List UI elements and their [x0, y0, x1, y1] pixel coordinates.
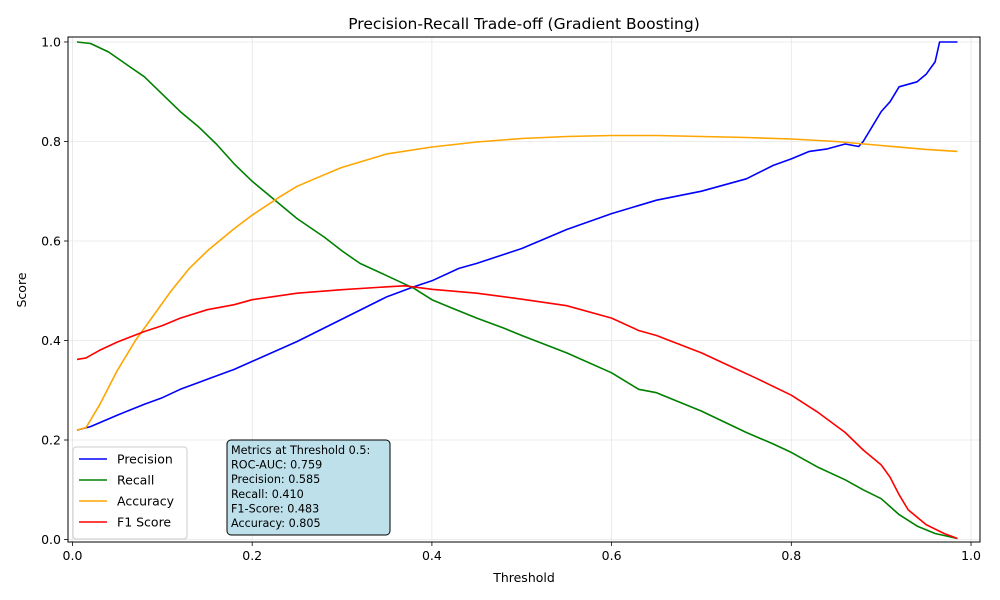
x-tick-label: 1.0: [961, 548, 981, 563]
series-lines: [76, 41, 958, 540]
f1-score-line: [76, 285, 958, 540]
metrics-box-line: F1-Score: 0.483: [231, 502, 319, 515]
legend-frame: [72, 446, 188, 540]
metrics-box-line: ROC-AUC: 0.759: [231, 459, 322, 472]
precision-line: [76, 41, 958, 431]
x-tick-label: 0.4: [422, 548, 442, 563]
y-axis-label: Score: [14, 272, 29, 307]
chart-title: Precision-Recall Trade-off (Gradient Boo…: [348, 15, 700, 33]
legend-label-f1-score: F1 Score: [117, 515, 171, 530]
x-tick-label: 0.0: [63, 548, 83, 563]
legend: Precision Recall Accuracy F1 Score: [72, 446, 188, 540]
metrics-box-line: Precision: 0.585: [231, 473, 320, 486]
metrics-annotation-box: Metrics at Threshold 0.5: ROC-AUC: 0.759P…: [226, 439, 391, 536]
metrics-box-line: Recall: 0.410: [231, 488, 304, 501]
grid-lines: [68, 37, 980, 542]
y-axis-ticks: 0.0 0.2 0.4 0.6 0.8 1.0: [41, 34, 68, 547]
y-tick-label: 1.0: [41, 34, 61, 49]
y-tick-label: 0.2: [41, 433, 61, 448]
y-tick-label: 0.8: [41, 134, 61, 149]
metrics-box-line: Accuracy: 0.805: [231, 517, 321, 530]
x-tick-label: 0.2: [242, 548, 262, 563]
x-axis-label: Threshold: [492, 570, 555, 585]
recall-line: [76, 41, 958, 540]
plot-area-frame: [67, 36, 981, 543]
y-tick-label: 0.4: [41, 333, 61, 348]
metrics-box-frame: [226, 439, 391, 536]
accuracy-line: [76, 134, 958, 431]
metrics-box-line: Metrics at Threshold 0.5:: [231, 444, 370, 457]
x-axis-ticks: 0.0 0.2 0.4 0.6 0.8 1.0: [63, 542, 981, 563]
legend-label-accuracy: Accuracy: [117, 494, 175, 509]
x-tick-label: 0.8: [781, 548, 801, 563]
y-tick-label: 0.0: [41, 532, 61, 547]
legend-label-precision: Precision: [117, 452, 173, 467]
y-tick-label: 0.6: [41, 233, 61, 248]
legend-label-recall: Recall: [117, 473, 154, 488]
x-tick-label: 0.6: [602, 548, 622, 563]
